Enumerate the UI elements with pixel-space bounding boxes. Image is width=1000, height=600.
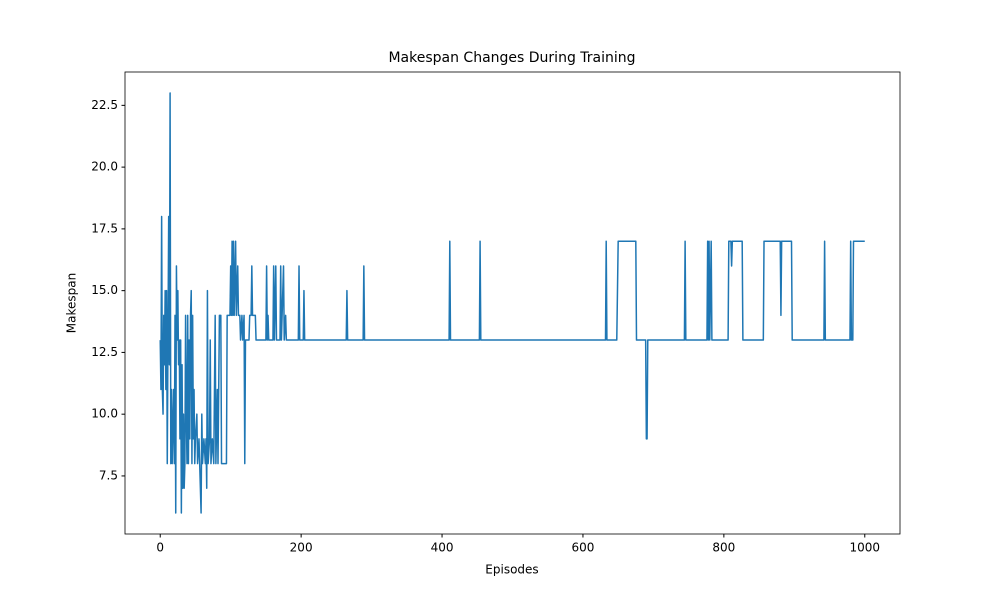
y-tick-label: 7.5 — [99, 468, 118, 482]
x-tick-label: 0 — [156, 541, 164, 555]
y-tick-label: 10.0 — [91, 407, 118, 421]
y-tick-label: 12.5 — [91, 345, 118, 359]
y-tick-label: 15.0 — [91, 283, 118, 297]
x-tick-label: 1000 — [849, 541, 880, 555]
data-line — [159, 92, 865, 514]
plot-frame — [124, 71, 901, 535]
y-tick-label: 22.5 — [91, 98, 118, 112]
chart-title: Makespan Changes During Training — [388, 50, 635, 66]
y-tick-label: 17.5 — [91, 221, 118, 235]
x-tick-label: 400 — [431, 541, 454, 555]
x-tick-label: 600 — [572, 541, 595, 555]
y-tick-label: 20.0 — [91, 160, 118, 174]
x-axis-label: Episodes — [485, 563, 538, 577]
y-axis-label: Makespan — [65, 273, 79, 333]
x-tick-label: 200 — [290, 541, 313, 555]
x-tick-label: 800 — [712, 541, 735, 555]
